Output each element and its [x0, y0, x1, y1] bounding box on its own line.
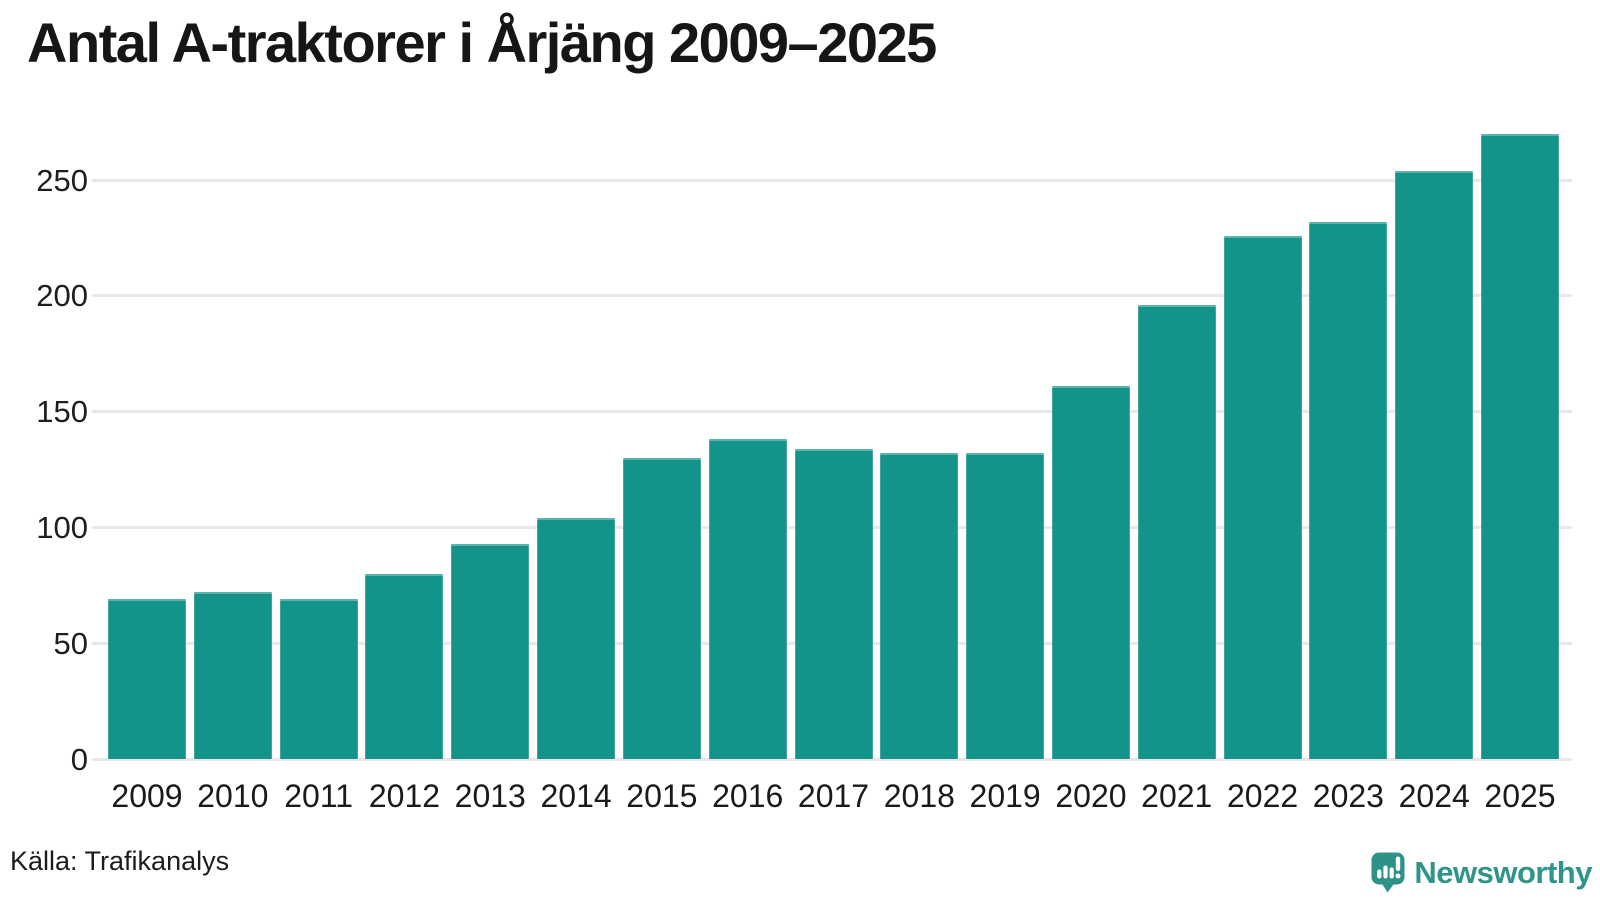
bar-2009: [108, 599, 186, 759]
x-axis-label-2014: 2014: [540, 778, 612, 814]
bar-2022: [1223, 235, 1302, 759]
y-tick-label-150: 150: [36, 394, 88, 430]
x-axis-label-2009: 2009: [111, 778, 183, 814]
chart-title: Antal A-traktorer i Årjäng 2009–2025: [27, 11, 937, 74]
x-axis-label-2013: 2013: [454, 778, 526, 814]
x-axis-label-2018: 2018: [883, 778, 955, 814]
y-tick-label-200: 200: [36, 278, 88, 314]
x-axis-label-2017: 2017: [797, 778, 870, 814]
gridline-y-250: [92, 178, 1572, 182]
x-axis-label-2024: 2024: [1398, 778, 1470, 814]
x-axis-label-2019: 2019: [969, 778, 1041, 814]
x-axis-label-2025: 2025: [1484, 778, 1556, 814]
x-axis-label-2022: 2022: [1226, 778, 1299, 814]
bar-2023: [1309, 221, 1388, 759]
bar-2012: [365, 573, 444, 759]
x-axis-label-2021: 2021: [1141, 778, 1213, 814]
y-tick-label-250: 250: [36, 162, 88, 198]
y-tick-label-100: 100: [36, 509, 88, 545]
bar-2025: [1481, 133, 1559, 759]
x-axis-label-2015: 2015: [626, 778, 698, 814]
y-tick-label-50: 50: [53, 625, 88, 661]
bar-2021: [1137, 305, 1216, 759]
bar-2024: [1395, 170, 1474, 759]
x-axis-label-2010: 2010: [197, 778, 269, 814]
bar-2015: [622, 457, 701, 759]
gridline-y-200: [92, 294, 1572, 298]
x-axis-label-2023: 2023: [1312, 778, 1384, 814]
brand-name: Newsworthy: [1414, 854, 1592, 890]
bar-2014: [537, 518, 616, 759]
bar-2017: [794, 448, 873, 759]
x-axis-label-2020: 2020: [1055, 778, 1127, 814]
bar-2011: [279, 599, 358, 759]
bar-2013: [451, 543, 530, 759]
x-axis-label-2016: 2016: [712, 778, 784, 814]
bars-row: [108, 120, 1559, 759]
bar-2010: [193, 592, 272, 759]
y-tick-label-0: 0: [70, 741, 88, 777]
gridline-y-0: [92, 757, 1572, 761]
x-axis-label-2011: 2011: [284, 778, 354, 814]
bar-2016: [708, 439, 787, 759]
bar-2019: [966, 453, 1045, 759]
newsworthy-logo-icon: [1371, 852, 1405, 893]
gridline-y-150: [92, 410, 1572, 414]
bar-2020: [1051, 386, 1130, 759]
x-axis: 2009 2010 2011 2012 2013 2014 2015 2016 2017 2018…: [108, 778, 1559, 814]
brand-lockup: Newsworthy: [1371, 852, 1592, 893]
x-axis-label-2012: 2012: [368, 778, 441, 814]
bar-2018: [880, 453, 959, 759]
source-note: Källa: Trafikanalys: [10, 846, 230, 876]
